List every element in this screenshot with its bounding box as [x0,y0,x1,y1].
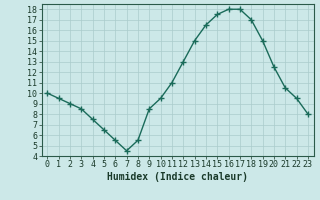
X-axis label: Humidex (Indice chaleur): Humidex (Indice chaleur) [107,172,248,182]
